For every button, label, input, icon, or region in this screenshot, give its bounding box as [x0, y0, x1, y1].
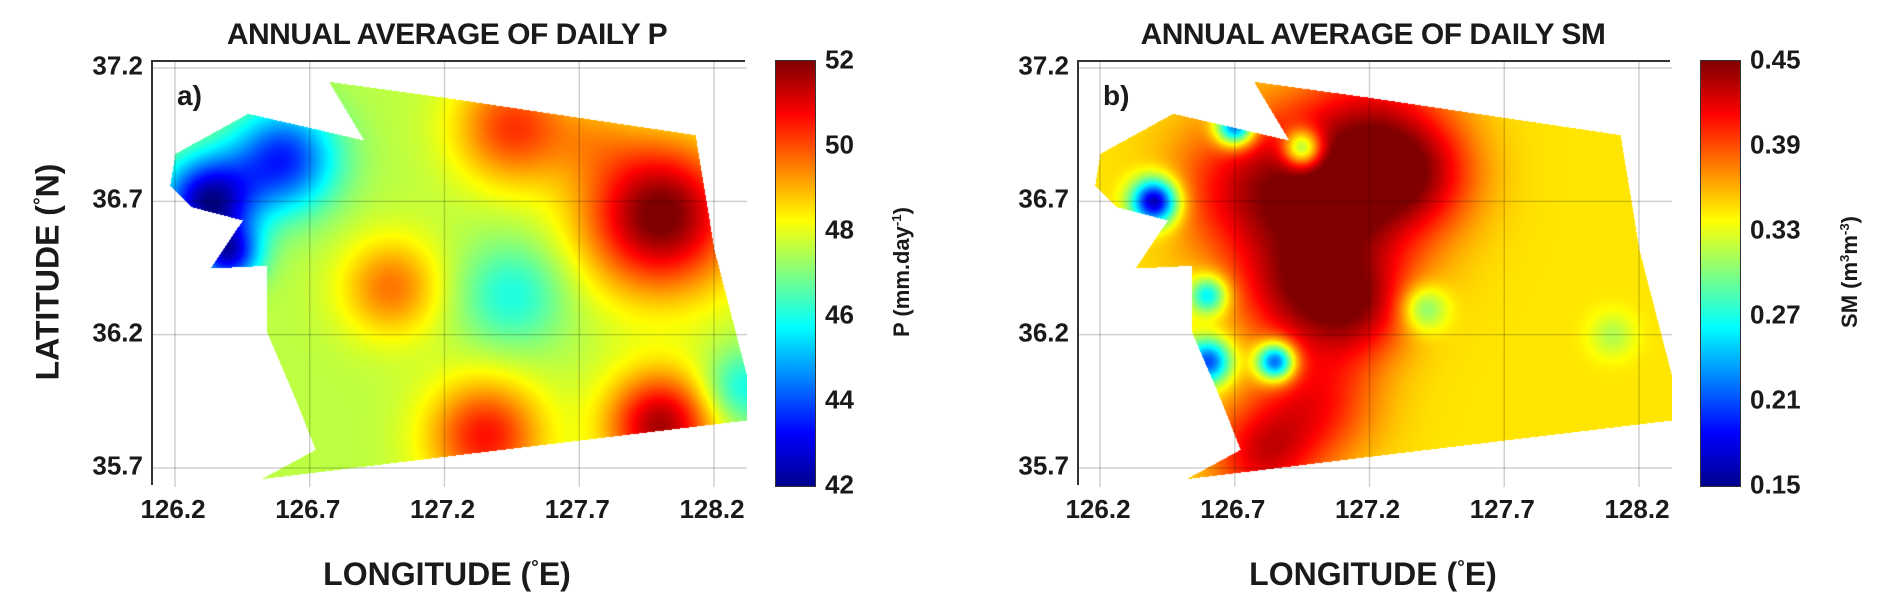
colorbar-tick-label: 0.21: [1750, 384, 1801, 415]
x-tick-label: 128.2: [1604, 494, 1670, 524]
ylabel-unit: N): [29, 163, 66, 198]
grid-b: [1079, 62, 1672, 487]
colorbar-tick-label: 50: [825, 129, 854, 160]
soil-moisture-heatmap: [1079, 62, 1672, 487]
xlabel-unit: E): [1464, 556, 1497, 592]
x-tick-label: 127.2: [1334, 494, 1401, 524]
x-tick-label: 127.2: [409, 494, 476, 524]
xlabel-b: LONGITUDE (°E): [1249, 556, 1497, 593]
ylabel-a: LATITUDE (°N): [30, 164, 67, 381]
colorbar-a: [775, 60, 816, 487]
colorbar-tick-label: 42: [825, 469, 854, 500]
xlabel-unit: E): [538, 556, 571, 592]
x-tick-label: 126.2: [140, 494, 206, 524]
colorbar-tick-label: 52: [825, 44, 854, 75]
colorbar-tick-label: 0.39: [1750, 129, 1801, 160]
title-b: ANNUAL AVERAGE OF DAILY SM: [1140, 18, 1606, 51]
colorbar-tick-label: 46: [825, 299, 854, 330]
cb-label-end: ): [889, 207, 915, 215]
ylabel-text: LATITUDE (: [29, 205, 66, 381]
title-a: ANNUAL AVERAGE OF DAILY P: [226, 18, 668, 51]
y-tick-label: 35.7: [1018, 450, 1069, 481]
y-tick-label: 36.7: [92, 183, 143, 214]
degree-sign: °: [1457, 557, 1465, 579]
y-tick-label: 37.2: [92, 50, 143, 81]
x-tick-label: 126.7: [1200, 494, 1266, 524]
colorbar-tick-label: 0.45: [1750, 44, 1801, 75]
x-tick-label: 126.2: [1065, 494, 1131, 524]
cb-label-sup: 3: [1836, 254, 1852, 262]
colorbar-tick-label: 0.15: [1750, 469, 1801, 500]
colorbar-b: [1700, 60, 1741, 487]
cb-label-mid: m: [1837, 235, 1863, 255]
colorbar-tick-label: 0.33: [1750, 214, 1801, 245]
xlabel-text: LONGITUDE (: [1249, 556, 1458, 592]
x-tick-label: 126.7: [275, 494, 341, 524]
colorbar-label-b: SM (m3m-3): [1837, 216, 1863, 328]
heatmap-axes-a: a): [151, 60, 747, 487]
heatmap-axes-b: b): [1077, 60, 1672, 487]
colorbar-label-a: P (mm.day-1): [889, 207, 915, 337]
degree-sign: °: [531, 557, 539, 579]
cb-label-sup2: -3: [1836, 223, 1852, 236]
cb-label-end: ): [1837, 216, 1863, 224]
colorbar-tick-label: 48: [825, 214, 854, 245]
y-tick-label: 37.2: [1018, 50, 1069, 81]
colorbar-tick-label: 0.27: [1750, 299, 1801, 330]
panel-label-a: a): [177, 80, 202, 111]
grid-a: [153, 62, 747, 487]
cb-label-sup: -1: [888, 214, 904, 227]
y-tick-label: 36.7: [1018, 183, 1069, 214]
x-tick-label: 128.2: [679, 494, 745, 524]
y-tick-label: 35.7: [92, 450, 143, 481]
x-tick-label: 127.7: [1469, 494, 1535, 524]
y-tick-label: 36.2: [92, 317, 143, 348]
cb-label-text: SM (m: [1837, 261, 1863, 328]
y-tick-label: 36.2: [1018, 317, 1069, 348]
degree-sign: °: [30, 197, 52, 206]
cb-label-text: P (mm.day: [889, 226, 915, 337]
panel-label-b: b): [1103, 80, 1130, 111]
xlabel-a: LONGITUDE (°E): [323, 556, 571, 593]
precip-heatmap: [153, 62, 747, 487]
xlabel-text: LONGITUDE (: [323, 556, 532, 592]
colorbar-tick-label: 44: [825, 384, 854, 415]
x-tick-label: 127.7: [544, 494, 610, 524]
